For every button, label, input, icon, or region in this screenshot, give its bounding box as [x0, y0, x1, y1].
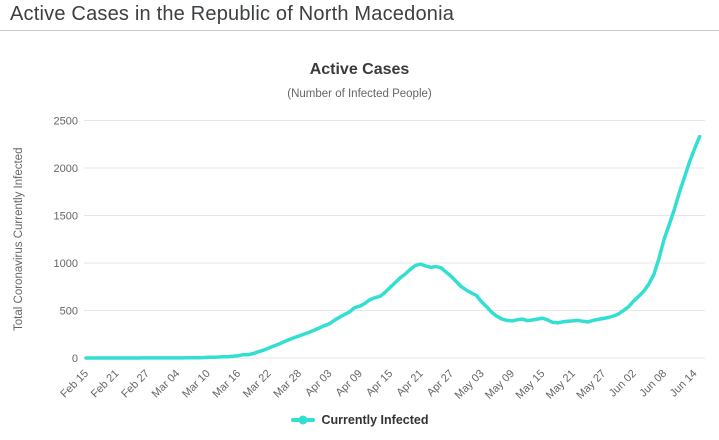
x-tick-label: Jun 02 [607, 368, 639, 400]
series-line-with-dot-marker-icon [290, 415, 315, 425]
y-tick-label: 1500 [54, 211, 78, 223]
x-tick-label: May 03 [453, 368, 487, 402]
x-tick-label: Apr 27 [425, 368, 456, 399]
x-tick-label: Apr 03 [303, 368, 334, 399]
x-tick-label: Mar 22 [241, 368, 274, 401]
series-line-currently-infected[interactable] [84, 134, 702, 360]
x-tick-label: Mar 10 [180, 368, 213, 401]
x-tick-label: Jun 14 [668, 368, 700, 400]
x-tick-label: Apr 21 [394, 368, 425, 399]
chart-title: Active Cases [309, 61, 410, 78]
x-tick-label: Mar 28 [271, 368, 304, 401]
x-tick-label: May 15 [513, 368, 547, 402]
series-dot-icon [298, 415, 308, 425]
x-tick-label: Jun 08 [637, 368, 669, 400]
chart-subtitle: (Number of Infected People) [287, 88, 432, 100]
x-tick-label: Feb 15 [58, 368, 91, 401]
page-title: Active Cases in the Republic of North Ma… [10, 3, 455, 25]
header-divider [0, 30, 719, 31]
x-tick-label: May 27 [574, 368, 608, 402]
x-tick-label: Apr 15 [364, 368, 395, 399]
legend-item-currently-infected[interactable]: Currently Infected [290, 413, 429, 427]
y-tick-label: 500 [60, 306, 78, 318]
x-tick-label: Feb 27 [119, 368, 152, 401]
y-tick-label: 2500 [54, 116, 78, 128]
x-tick-label: May 09 [483, 368, 517, 402]
x-tick-label: Mar 04 [150, 368, 183, 401]
x-tick-label: Feb 21 [89, 368, 122, 401]
y-tick-label: 0 [72, 353, 78, 365]
x-tick-label: May 21 [544, 368, 578, 402]
y-axis-title: Total Coronavirus Currently Infected [13, 148, 25, 331]
x-tick-label: Apr 09 [334, 368, 365, 399]
y-tick-label: 2000 [54, 163, 78, 175]
y-tick-label: 1000 [54, 258, 78, 270]
legend-label: Currently Infected [321, 413, 429, 427]
x-tick-label: Mar 16 [211, 368, 244, 401]
legend: Currently Infected [0, 413, 719, 427]
